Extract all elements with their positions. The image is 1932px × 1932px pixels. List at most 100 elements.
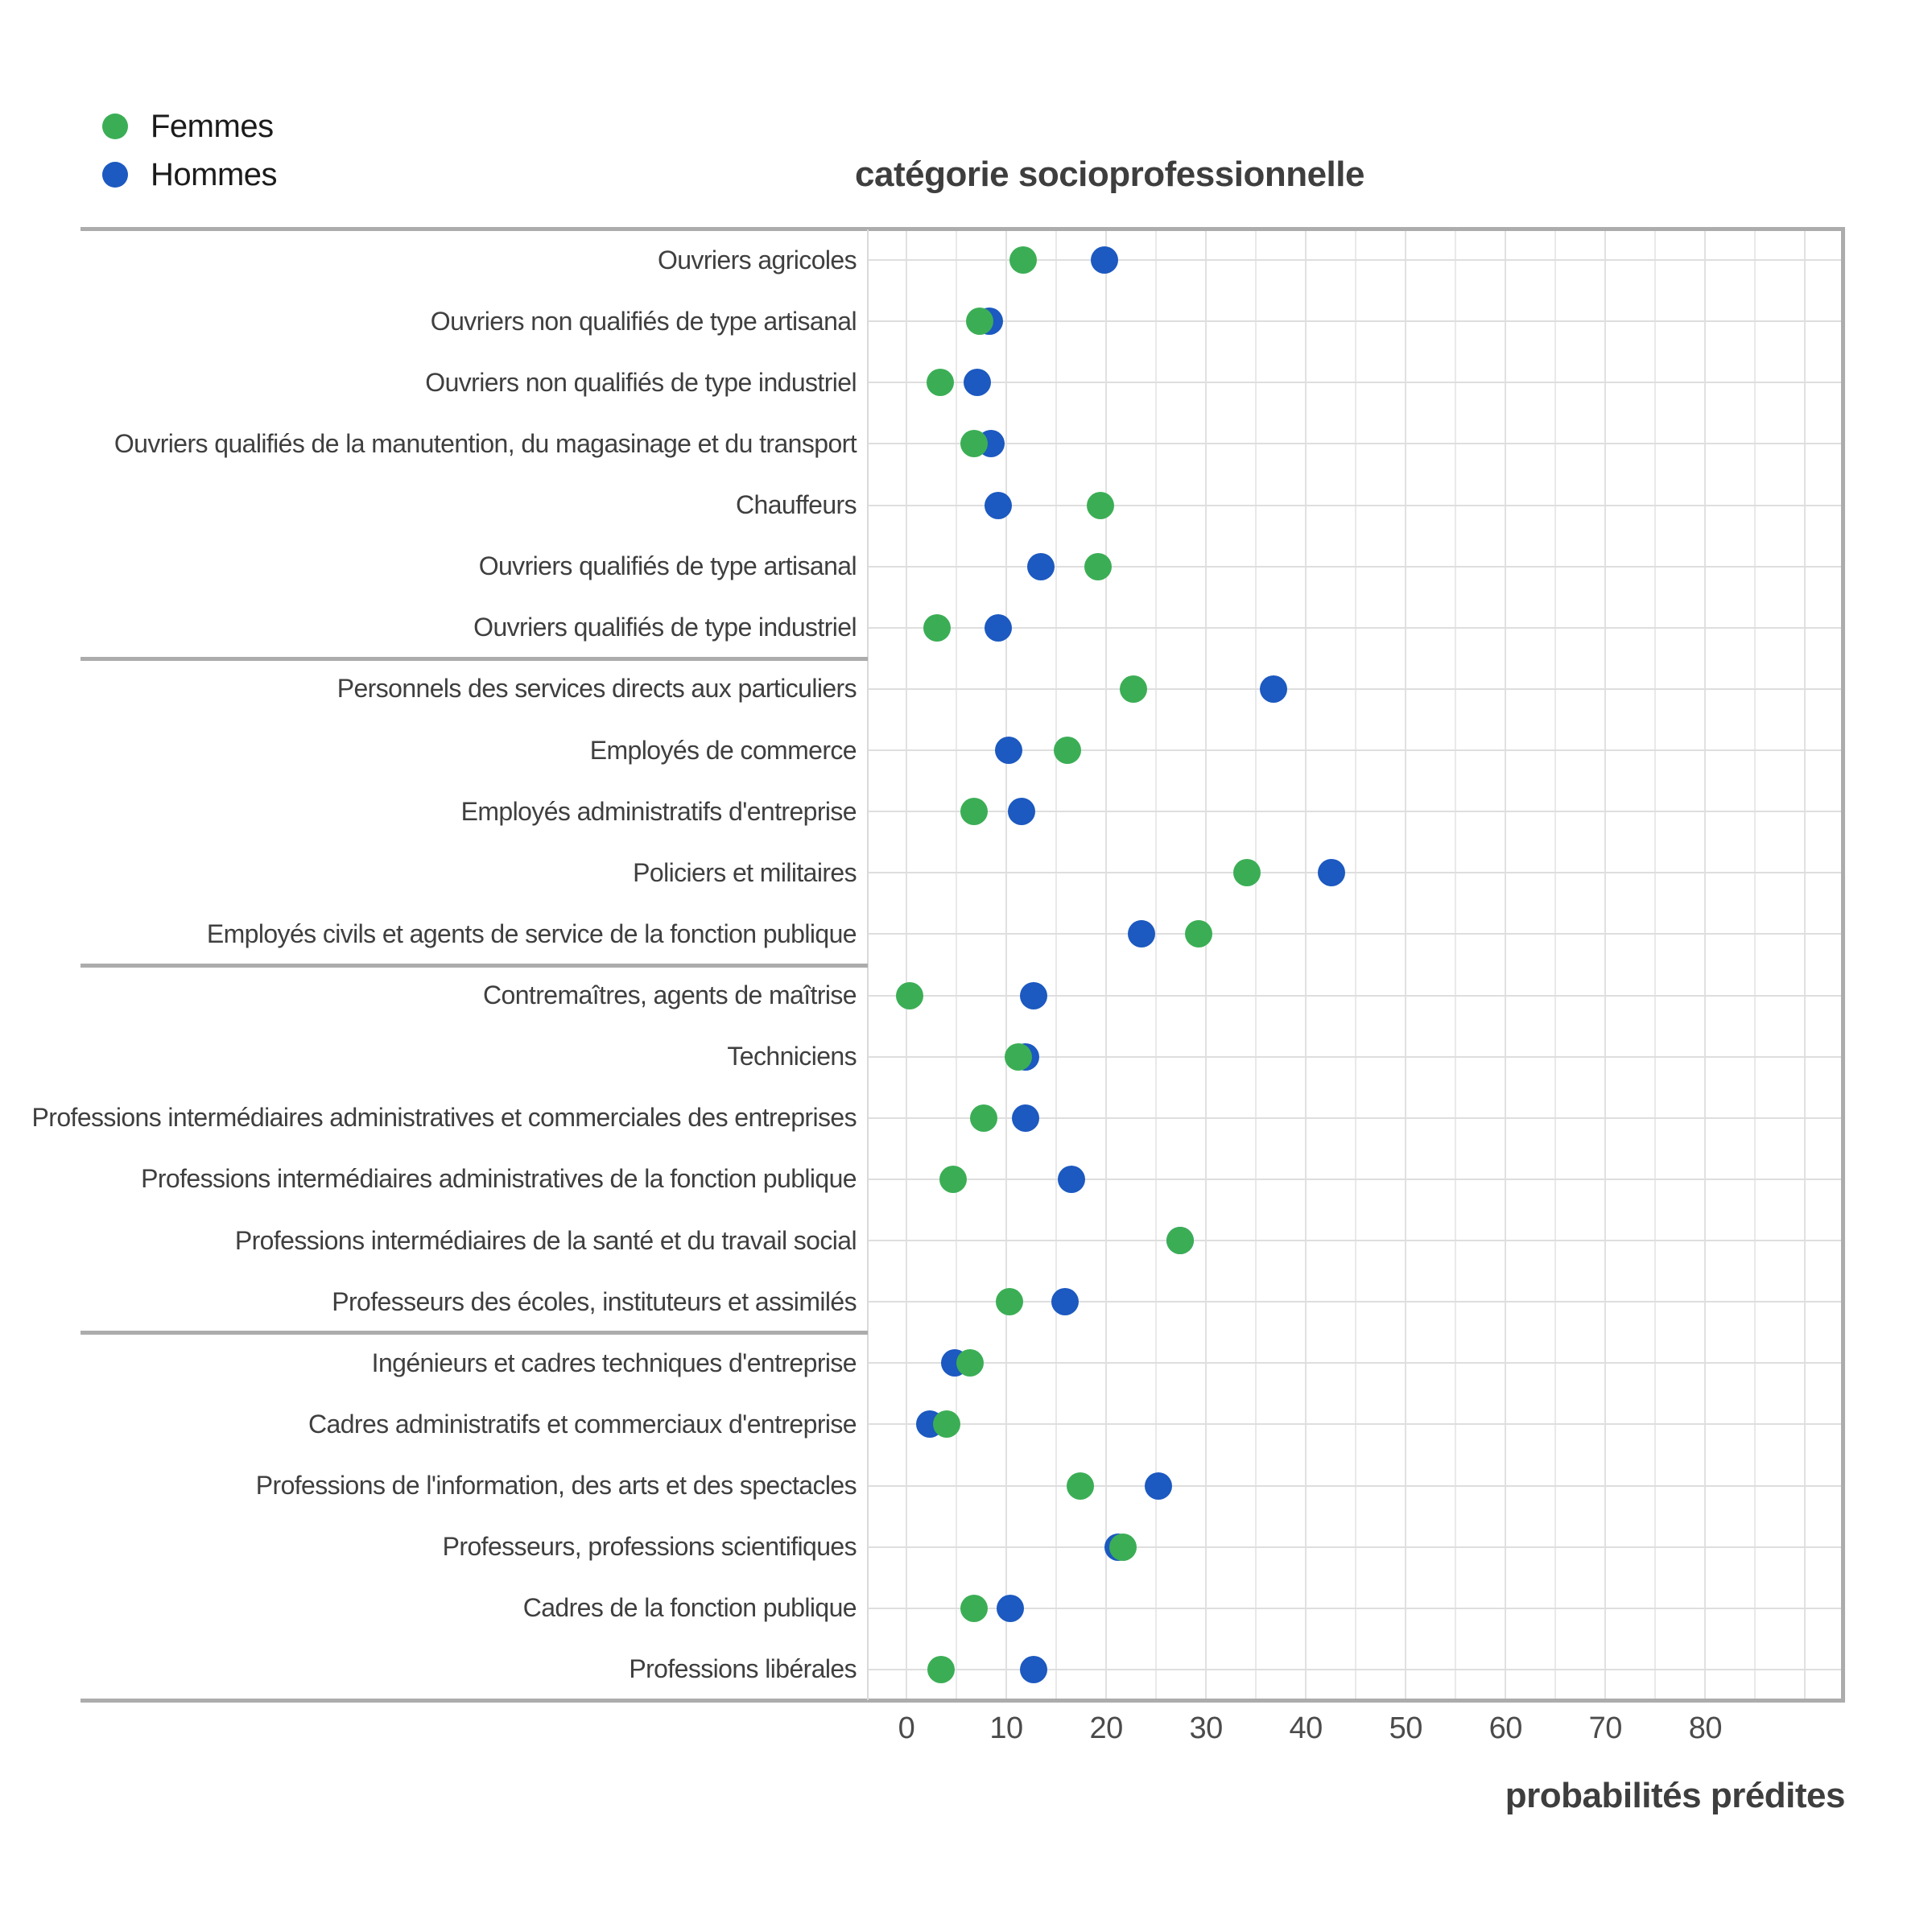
dot-hommes	[997, 1594, 1024, 1622]
gridline-h	[868, 1117, 1845, 1119]
category-label: Policiers et militaires	[633, 857, 857, 887]
dot-femmes	[1066, 1472, 1094, 1500]
x-tick-label: 40	[1289, 1711, 1323, 1745]
dot-femmes	[923, 613, 952, 642]
category-label: Cadres administratifs et commerciaux d'e…	[308, 1409, 857, 1439]
dot-hommes	[1051, 1288, 1080, 1316]
dot-femmes	[939, 1165, 968, 1193]
gridline-v	[1055, 229, 1058, 1700]
gridline-h	[868, 259, 1845, 262]
x-tick-label: 20	[1089, 1711, 1123, 1745]
gridline-h	[868, 1668, 1845, 1670]
dot-femmes	[1119, 675, 1147, 703]
category-labels: Ouvriers agricoles Ouvriers non qualifiés…	[32, 229, 857, 1700]
dot-femmes	[1053, 737, 1081, 765]
category-label: Professions intermédiaires de la santé e…	[234, 1225, 857, 1255]
gridline-v	[956, 229, 958, 1700]
gridline-v	[1505, 229, 1507, 1700]
dot-hommes	[1027, 552, 1055, 580]
dot-femmes	[956, 1349, 985, 1377]
plot-top-border	[80, 227, 1845, 231]
category-label: Employés de commerce	[589, 735, 857, 765]
dot-femmes	[995, 1288, 1023, 1316]
category-label: Techniciens	[727, 1042, 857, 1071]
gridline-v	[1804, 229, 1806, 1700]
dot-femmes	[1084, 552, 1113, 580]
category-label: Professions de l'information, des arts e…	[255, 1471, 857, 1501]
dot-femmes	[927, 1655, 956, 1683]
dot-hommes	[1090, 246, 1118, 275]
gridline-h	[868, 443, 1845, 445]
gridline-h	[868, 1423, 1845, 1426]
gridline-v	[1455, 229, 1457, 1700]
gridline-v	[1255, 229, 1257, 1700]
gridline-h	[868, 382, 1845, 384]
gridline-v	[1754, 229, 1757, 1700]
category-label: Personnels des services directs aux part…	[336, 674, 857, 704]
gridline-h	[868, 1301, 1845, 1303]
dot-femmes	[1004, 1042, 1032, 1071]
dot-femmes	[895, 981, 923, 1009]
gridline-h	[868, 626, 1845, 629]
dot-femmes	[1009, 246, 1038, 275]
gridline-h	[868, 504, 1845, 506]
gridline-v	[1654, 229, 1657, 1700]
gridline-h	[868, 565, 1845, 568]
gridline-v	[1005, 229, 1008, 1700]
legend-label-femmes: Femmes	[151, 108, 274, 144]
x-tick-label: 60	[1488, 1711, 1523, 1745]
category-label: Ouvriers qualifiés de la manutention, du…	[114, 428, 857, 458]
category-label: Ouvriers non qualifiés de type industrie…	[425, 367, 857, 397]
category-label: Employés administratifs d'entreprise	[460, 796, 857, 826]
chart-title: catégorie socioprofessionnelle	[855, 155, 1364, 194]
category-label: Chauffeurs	[736, 490, 857, 520]
dot-femmes	[960, 1594, 989, 1622]
plot-area	[868, 229, 1845, 1700]
category-label: Ingénieurs et cadres techniques d'entrep…	[371, 1348, 857, 1377]
gridline-v	[1604, 229, 1607, 1700]
dot-hommes	[1260, 675, 1288, 703]
category-label: Ouvriers agricoles	[657, 245, 857, 275]
legend-label-hommes: Hommes	[151, 156, 278, 192]
gridline-h	[868, 1055, 1845, 1058]
gridline-h	[868, 811, 1845, 813]
group-separator-3	[80, 1331, 868, 1335]
x-tick-label: 80	[1688, 1711, 1723, 1745]
legend: Femmes Hommes	[102, 102, 278, 199]
category-label: Professions libérales	[629, 1654, 857, 1684]
gridline-h	[868, 872, 1845, 874]
dot-hommes	[1019, 1655, 1047, 1683]
group-separator-2	[80, 963, 868, 968]
plot-left-border	[867, 229, 869, 1700]
category-label: Contremaîtres, agents de maîtrise	[483, 980, 857, 1010]
dot-hommes	[1318, 859, 1346, 887]
legend-item-femmes: Femmes	[102, 102, 277, 151]
gridline-v	[1355, 229, 1357, 1700]
gridline-h	[868, 1240, 1845, 1242]
category-label: Professions intermédiaires administrativ…	[31, 1103, 857, 1133]
dot-femmes	[960, 798, 989, 826]
gridline-h	[868, 687, 1845, 690]
gridline-h	[868, 749, 1845, 752]
hommes-swatch-icon	[102, 162, 128, 188]
gridline-v	[1554, 229, 1557, 1700]
gridline-v	[1105, 229, 1108, 1700]
legend-item-hommes: Hommes	[102, 151, 278, 199]
dot-hommes	[994, 737, 1022, 765]
category-label: Professeurs, professions scientifiques	[442, 1532, 857, 1562]
dot-hommes	[1007, 798, 1035, 826]
x-tick-label: 10	[989, 1711, 1023, 1745]
x-tick-label: 50	[1389, 1711, 1423, 1745]
gridline-h	[868, 1362, 1845, 1364]
dot-hommes	[985, 613, 1013, 642]
gridline-v	[906, 229, 907, 1700]
category-label: Ouvriers non qualifiés de type artisanal	[430, 306, 857, 336]
dot-hommes	[1019, 981, 1047, 1009]
dot-hommes	[1011, 1104, 1039, 1132]
gridline-h	[868, 1546, 1845, 1548]
gridline-h	[868, 320, 1845, 323]
dot-hommes	[1127, 920, 1155, 948]
dot-hommes	[1057, 1165, 1085, 1193]
gridline-v	[1305, 229, 1307, 1700]
dot-femmes	[932, 1410, 960, 1439]
